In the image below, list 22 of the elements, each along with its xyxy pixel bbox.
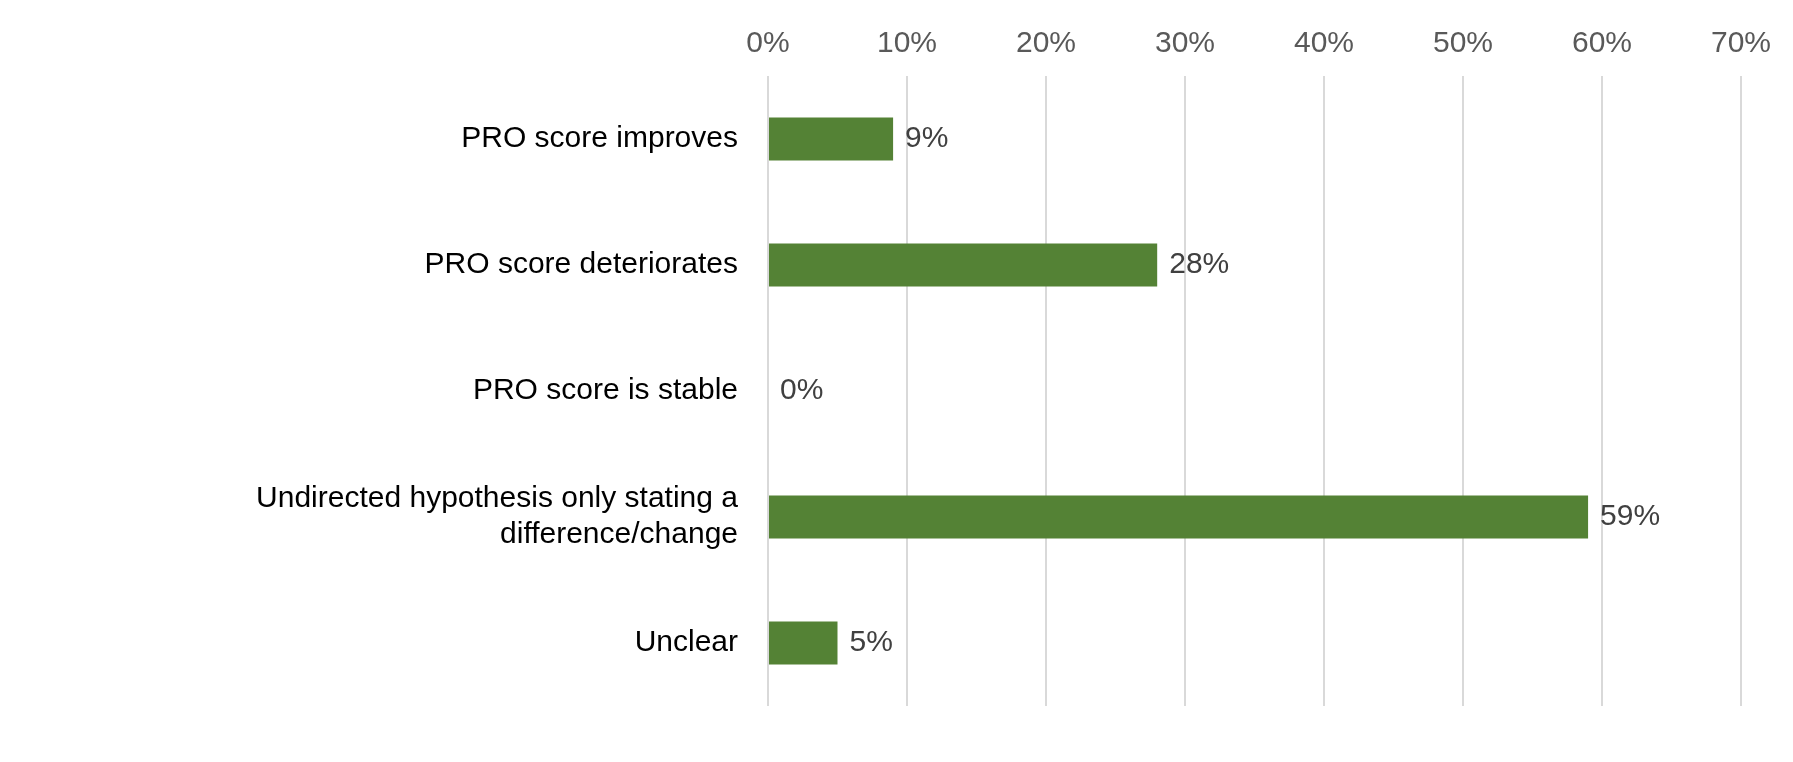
data-label: 5%	[849, 624, 893, 658]
y-tick-label: PRO score deteriorates	[424, 246, 738, 280]
data-label: 59%	[1600, 498, 1661, 532]
x-tick-label: 50%	[1432, 25, 1494, 59]
y-tick-label: PRO score is stable	[472, 372, 738, 406]
data-label: 9%	[905, 120, 949, 154]
bar	[769, 243, 1158, 287]
y-tick-label: Unclear	[634, 624, 739, 658]
y-tick-label: Undirected hypothesis only stating a difference/change	[256, 480, 739, 550]
y-tick-label: PRO score improves	[461, 120, 738, 154]
data-label: 28%	[1169, 246, 1230, 280]
bar	[769, 621, 838, 665]
x-tick-label: 20%	[1015, 25, 1077, 59]
x-tick-label: 70%	[1710, 25, 1771, 59]
bar	[769, 495, 1589, 539]
x-tick-label: 40%	[1293, 25, 1355, 59]
x-tick-label: 10%	[876, 25, 938, 59]
x-tick-label: 0%	[746, 25, 790, 59]
x-tick-label: 60%	[1571, 25, 1632, 59]
bar	[769, 117, 894, 161]
data-label: 0%	[780, 372, 824, 406]
x-tick-label: 30%	[1154, 25, 1216, 59]
